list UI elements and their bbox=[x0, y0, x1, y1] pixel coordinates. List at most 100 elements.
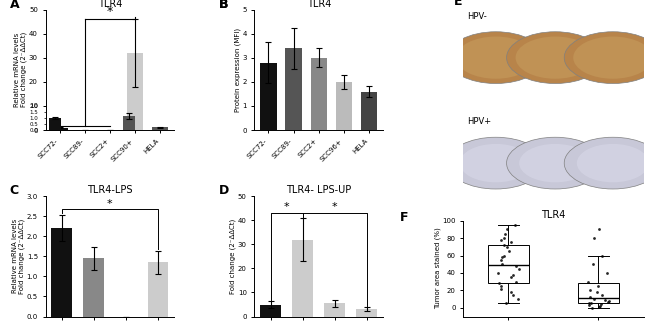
Bar bbox=[260, 305, 281, 317]
Bar bbox=[361, 91, 377, 130]
Text: HPV-: HPV- bbox=[467, 12, 487, 21]
Circle shape bbox=[506, 137, 604, 189]
Text: *: * bbox=[107, 5, 113, 18]
Point bbox=[584, 295, 595, 300]
Point bbox=[593, 284, 604, 289]
Point bbox=[496, 286, 506, 291]
Point bbox=[513, 297, 523, 302]
Text: E: E bbox=[454, 0, 463, 8]
Point bbox=[511, 279, 521, 284]
Y-axis label: Fold change (2⁻ΔΔCt): Fold change (2⁻ΔΔCt) bbox=[230, 219, 237, 294]
PathPatch shape bbox=[578, 283, 619, 303]
Text: B: B bbox=[218, 0, 228, 11]
Point bbox=[500, 301, 511, 306]
Point bbox=[593, 227, 604, 232]
Point bbox=[499, 243, 509, 248]
Point bbox=[602, 270, 612, 276]
Bar bbox=[260, 63, 277, 130]
Point bbox=[499, 235, 509, 241]
Circle shape bbox=[577, 144, 649, 182]
PathPatch shape bbox=[488, 245, 528, 283]
Bar bbox=[292, 240, 313, 317]
Point bbox=[504, 249, 514, 254]
Point bbox=[497, 262, 508, 267]
Title: TLR4: TLR4 bbox=[541, 210, 566, 220]
Bar bbox=[51, 128, 68, 130]
Text: *: * bbox=[284, 202, 289, 212]
Point bbox=[500, 231, 511, 236]
Text: D: D bbox=[218, 184, 229, 197]
Circle shape bbox=[564, 137, 650, 189]
Point bbox=[497, 255, 507, 260]
Point bbox=[583, 279, 593, 284]
Title: TLR4- LPS-UP: TLR4- LPS-UP bbox=[286, 185, 352, 195]
Text: *: * bbox=[332, 202, 337, 212]
Point bbox=[506, 240, 516, 245]
Circle shape bbox=[460, 144, 532, 182]
Bar bbox=[336, 82, 352, 130]
Y-axis label: Protein expression (MFI): Protein expression (MFI) bbox=[235, 28, 241, 112]
Point bbox=[502, 244, 512, 249]
Text: C: C bbox=[10, 184, 19, 197]
Point bbox=[493, 281, 504, 286]
Point bbox=[586, 301, 597, 306]
Point bbox=[589, 235, 599, 241]
Circle shape bbox=[447, 32, 545, 84]
Bar bbox=[311, 58, 327, 130]
Circle shape bbox=[506, 32, 604, 84]
Point bbox=[597, 292, 608, 297]
Point bbox=[592, 289, 603, 295]
Text: B: B bbox=[218, 0, 228, 11]
Bar bbox=[324, 303, 345, 317]
Y-axis label: Relative mRNA levels
Fold change (2⁻ΔΔCt): Relative mRNA levels Fold change (2⁻ΔΔCt… bbox=[14, 32, 27, 108]
Text: F: F bbox=[400, 211, 409, 224]
Text: A: A bbox=[10, 0, 19, 11]
Point bbox=[505, 275, 515, 280]
Circle shape bbox=[519, 144, 592, 182]
Point bbox=[514, 266, 524, 271]
Point bbox=[510, 263, 521, 268]
Circle shape bbox=[456, 36, 536, 79]
Point bbox=[587, 305, 597, 310]
Point bbox=[603, 299, 614, 304]
Title: TLR4: TLR4 bbox=[98, 0, 122, 9]
Point bbox=[584, 300, 594, 305]
Point bbox=[589, 297, 599, 302]
Point bbox=[585, 288, 595, 293]
Point bbox=[495, 237, 506, 242]
Title: TLR4: TLR4 bbox=[307, 0, 331, 9]
Point bbox=[502, 227, 513, 232]
Circle shape bbox=[564, 32, 650, 84]
Bar bbox=[148, 262, 168, 317]
Bar bbox=[152, 127, 168, 130]
Circle shape bbox=[447, 137, 545, 189]
Point bbox=[600, 297, 610, 303]
Point bbox=[508, 272, 518, 277]
Bar bbox=[127, 53, 143, 130]
Point bbox=[510, 223, 520, 228]
Point bbox=[508, 292, 519, 297]
Point bbox=[603, 298, 614, 303]
Point bbox=[584, 303, 594, 308]
Y-axis label: Tumor area stained (%): Tumor area stained (%) bbox=[434, 228, 441, 309]
Point bbox=[597, 253, 607, 258]
Circle shape bbox=[573, 36, 650, 79]
Title: TLR4-LPS: TLR4-LPS bbox=[87, 185, 133, 195]
Bar bbox=[83, 258, 104, 317]
Bar bbox=[285, 48, 302, 130]
Point bbox=[496, 284, 506, 289]
Point bbox=[497, 257, 507, 263]
Text: *: * bbox=[107, 199, 112, 209]
Point bbox=[595, 304, 606, 309]
Bar bbox=[356, 309, 377, 317]
Circle shape bbox=[515, 36, 595, 79]
Point bbox=[493, 270, 503, 276]
Point bbox=[505, 289, 515, 295]
Point bbox=[593, 304, 604, 309]
Bar bbox=[51, 228, 72, 317]
Point bbox=[588, 262, 599, 267]
Point bbox=[499, 253, 510, 258]
Text: HPV+: HPV+ bbox=[467, 117, 491, 126]
Y-axis label: Relative mRNA levels
Fold change (2⁻ΔΔCt): Relative mRNA levels Fold change (2⁻ΔΔCt… bbox=[12, 219, 25, 294]
Point bbox=[595, 302, 606, 307]
